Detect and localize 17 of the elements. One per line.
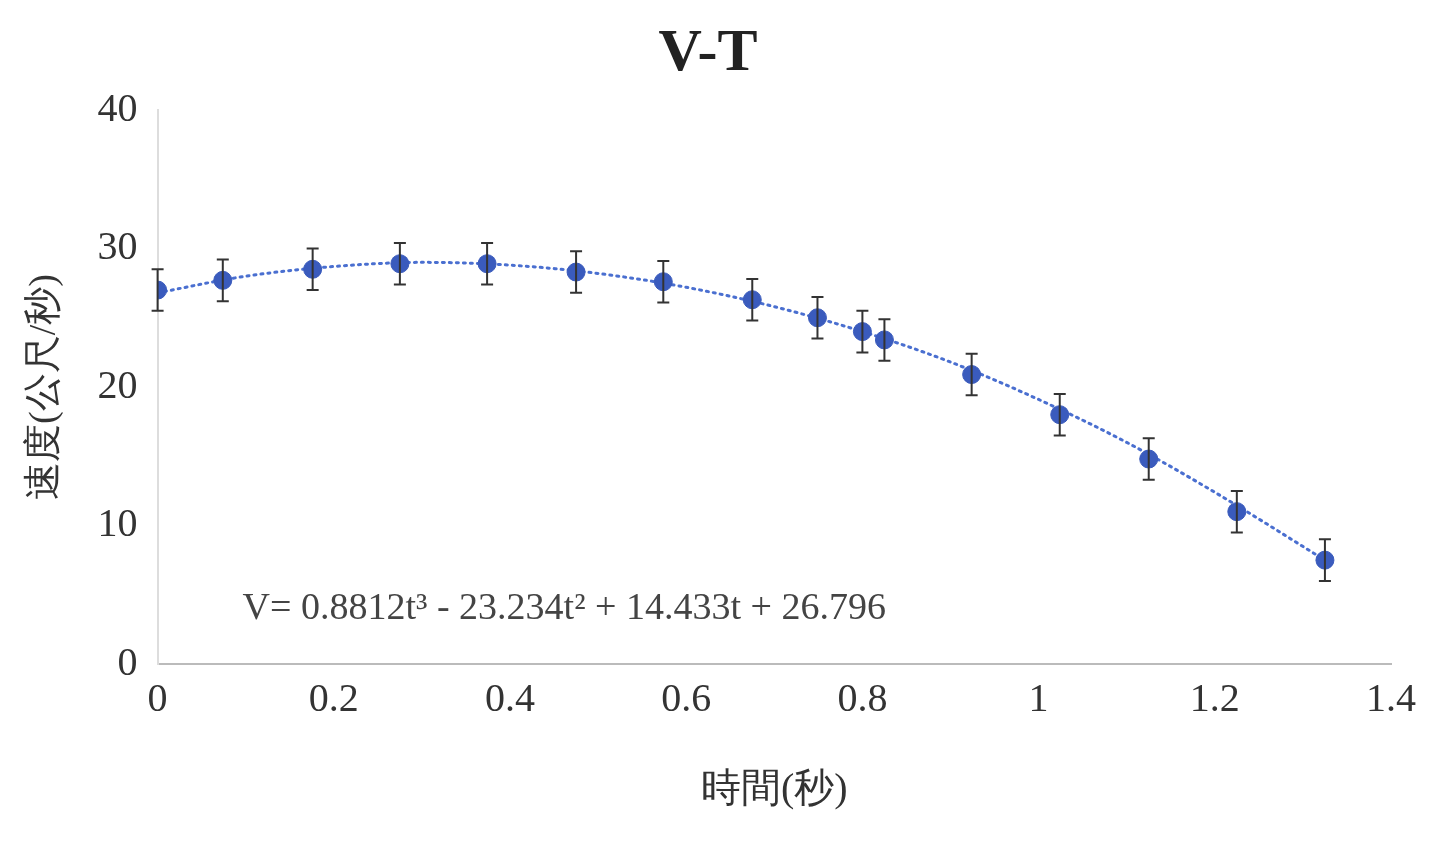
x-tick-label: 1 <box>1028 674 1049 720</box>
annotation: V= 0.8812t³ - 23.234t² + 14.433t + 26.796 <box>242 584 886 627</box>
y-tick-label: 30 <box>97 223 138 268</box>
x-tick-label: 0.6 <box>661 674 712 720</box>
x-tick-label: 0.4 <box>485 674 535 720</box>
x-tick-label: 0.8 <box>837 674 888 720</box>
y-tick-label: 40 <box>97 84 138 130</box>
x-tick-label: 0.2 <box>308 674 359 720</box>
y-tick-label: 10 <box>97 500 138 545</box>
y-tick-label: 0 <box>117 638 138 684</box>
x-axis-title: 時間(秒) <box>700 764 848 810</box>
x-tick-label: 1.4 <box>1366 674 1416 720</box>
chart-title: V-T <box>658 16 758 83</box>
y-axis-title: 速度(公尺/秒) <box>20 274 64 500</box>
x-tick-label: 1.2 <box>1189 674 1240 720</box>
y-tick-label: 20 <box>97 361 138 407</box>
x-tick-label: 0 <box>147 674 168 720</box>
